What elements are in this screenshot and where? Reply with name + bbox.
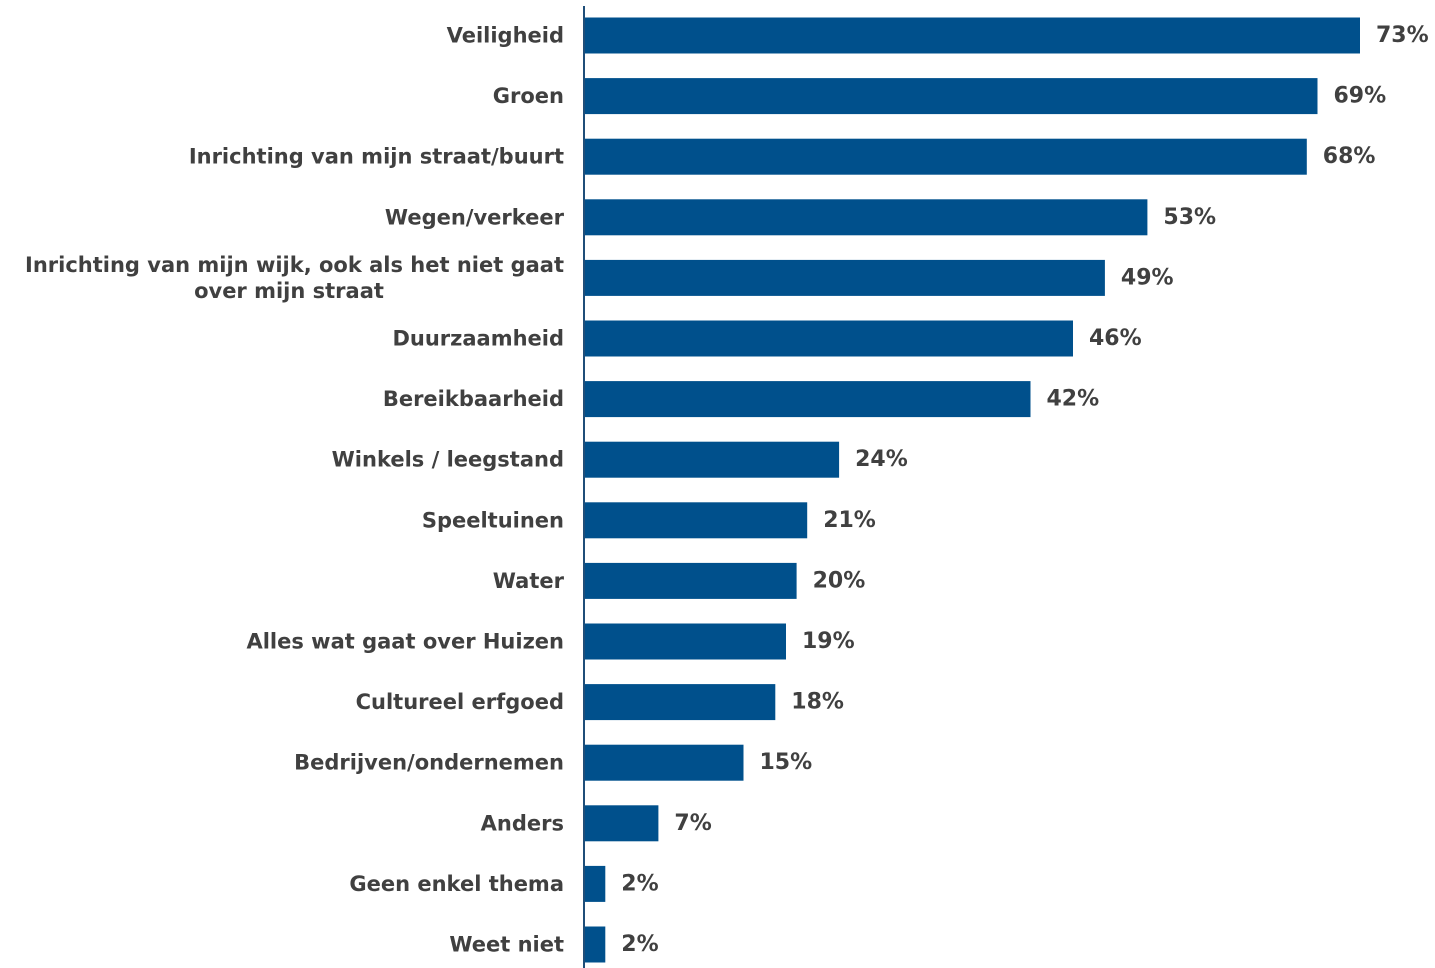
category-label-3-line-0: Wegen/verkeer <box>385 205 565 229</box>
bar-15 <box>584 926 606 963</box>
bar-5 <box>584 320 1073 357</box>
value-label-6: 42% <box>1047 387 1100 412</box>
bar-12 <box>584 744 744 781</box>
bar-3 <box>584 199 1148 236</box>
bar-1 <box>584 78 1318 115</box>
category-label-11-line-0: Cultureel erfgoed <box>356 690 564 714</box>
bar-6 <box>584 381 1031 418</box>
category-label-2-line-0: Inrichting van mijn straat/buurt <box>189 145 564 169</box>
category-label-0-line-0: Veiligheid <box>447 24 564 48</box>
value-label-12: 15% <box>760 750 813 775</box>
bar-4 <box>584 259 1105 296</box>
category-label-6: Bereikbaarheid <box>383 387 564 411</box>
bar-7 <box>584 441 840 478</box>
category-label-12-line-0: Bedrijven/ondernemen <box>294 751 564 775</box>
value-label-10: 19% <box>802 629 855 654</box>
value-label-3: 53% <box>1163 205 1216 230</box>
category-label-3: Wegen/verkeer <box>385 205 565 229</box>
category-label-10-line-0: Alles wat gaat over Huizen <box>246 630 564 654</box>
category-label-1: Groen <box>493 84 564 108</box>
value-labels: 73% 69% 68% 53% 49% 46% 42% 24% 21% 20% 19% 18% 15% 7… <box>621 23 1428 957</box>
bar-9 <box>584 562 797 599</box>
category-label-1-line-0: Groen <box>493 84 564 108</box>
value-label-14: 2% <box>621 871 658 896</box>
value-label-8: 21% <box>823 508 876 533</box>
bar-11 <box>584 684 776 721</box>
value-label-13: 7% <box>674 811 711 836</box>
bar-13 <box>584 805 659 842</box>
category-label-4-line-0: Inrichting van mijn wijk, ook als het ni… <box>25 253 564 277</box>
category-label-8: Speeltuinen <box>422 508 564 532</box>
value-label-0: 73% <box>1376 23 1429 48</box>
category-label-13-line-0: Anders <box>481 811 564 835</box>
category-label-7: Winkels / leegstand <box>332 448 564 472</box>
category-label-2: Inrichting van mijn straat/buurt <box>189 145 564 169</box>
category-label-15-line-0: Weet niet <box>449 933 564 957</box>
category-labels: Veiligheid Groen Inrichting van mijn straa… <box>25 24 565 957</box>
category-label-5-line-0: Duurzaamheid <box>392 327 564 351</box>
category-label-5: Duurzaamheid <box>392 327 564 351</box>
value-label-7: 24% <box>855 447 908 472</box>
value-label-4: 49% <box>1121 265 1174 290</box>
category-label-9: Water <box>493 569 565 593</box>
bar-8 <box>584 502 808 539</box>
value-label-15: 2% <box>621 932 658 957</box>
bar-2 <box>584 138 1307 175</box>
category-label-15: Weet niet <box>449 933 564 957</box>
category-label-11: Cultureel erfgoed <box>356 690 564 714</box>
category-label-8-line-0: Speeltuinen <box>422 508 564 532</box>
category-label-4-line-1: over mijn straat <box>194 279 384 303</box>
category-label-9-line-0: Water <box>493 569 565 593</box>
bar-14 <box>584 865 606 902</box>
category-label-0: Veiligheid <box>447 24 564 48</box>
category-label-4: Inrichting van mijn wijk, ook als het ni… <box>25 253 564 303</box>
bar-10 <box>584 623 786 660</box>
category-label-14-line-0: Geen enkel thema <box>349 872 564 896</box>
value-label-1: 69% <box>1334 84 1387 109</box>
value-label-9: 20% <box>813 568 866 593</box>
category-label-7-line-0: Winkels / leegstand <box>332 448 564 472</box>
category-label-13: Anders <box>481 811 564 835</box>
bar-0 <box>584 17 1360 54</box>
value-label-11: 18% <box>791 690 844 715</box>
value-label-5: 46% <box>1089 326 1142 351</box>
category-label-10: Alles wat gaat over Huizen <box>246 630 564 654</box>
category-label-14: Geen enkel thema <box>349 872 564 896</box>
bars-layer <box>584 17 1360 963</box>
value-label-2: 68% <box>1323 144 1376 169</box>
category-label-12: Bedrijven/ondernemen <box>294 751 564 775</box>
category-label-6-line-0: Bereikbaarheid <box>383 387 564 411</box>
